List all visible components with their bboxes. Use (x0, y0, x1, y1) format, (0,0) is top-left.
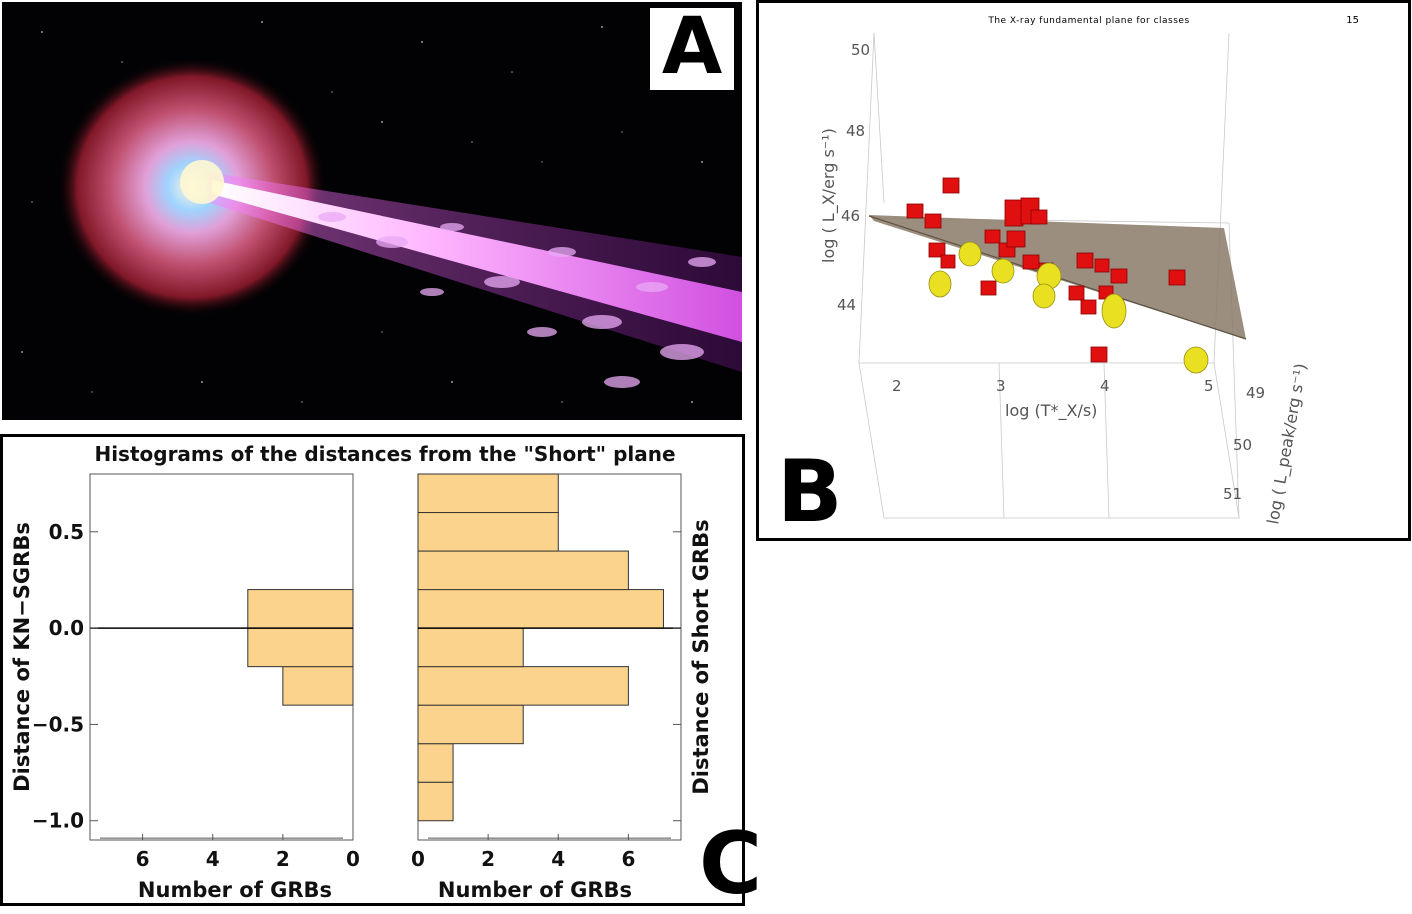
histogram-bar (417, 781, 454, 822)
panel-c-histograms: Histograms of the distances from the "Sh… (0, 434, 762, 907)
star-field (21, 21, 703, 403)
z-tick: 48 (846, 122, 865, 140)
grb-jet-illustration (2, 2, 742, 420)
x-tick-label: 2 (481, 847, 495, 871)
y-axis-ticks: 49 50 51 (1223, 384, 1265, 503)
x-axis-ticks: 6 4 2 0 0 2 4 6 (136, 834, 635, 871)
y-axis-ticks: 0.5 0.0 −0.5 −1.0 (32, 520, 681, 833)
running-header: The X-ray fundamental plane for classes (987, 16, 1189, 26)
y-tick-label: −1.0 (32, 809, 84, 833)
histogram-bar (417, 743, 454, 783)
x-tick-label: 2 (276, 847, 290, 871)
panel-label-a: A (650, 8, 734, 90)
x-axis-label: log (T*_X/s) (1005, 401, 1097, 421)
panel-label-c: C (699, 814, 763, 914)
chart-title: Histograms of the distances from the "Sh… (94, 442, 675, 466)
z-tick: 50 (851, 41, 870, 59)
z-tick: 46 (841, 207, 860, 225)
histogram-bar (417, 627, 524, 668)
x-tick: 4 (1100, 377, 1110, 395)
x-tick: 2 (892, 377, 902, 395)
left-y-axis-label: Distance of KN−SGRBs (10, 522, 34, 792)
x-tick-label: 6 (136, 847, 150, 871)
z-tick: 44 (837, 296, 856, 314)
histogram-bar (417, 666, 629, 706)
x-tick-label: 0 (346, 847, 360, 871)
left-x-axis-label: Number of GRBs (138, 878, 332, 902)
y-tick-label: 0.0 (49, 616, 84, 640)
left-histogram-bars (90, 589, 354, 839)
page-number: 15 (1346, 15, 1359, 26)
histogram-bar (417, 589, 664, 629)
x-tick: 3 (996, 377, 1006, 395)
x-tick: 5 (1204, 377, 1214, 395)
y-tick: 50 (1233, 436, 1252, 454)
histogram-chart: Histograms of the distances from the "Sh… (10, 442, 713, 902)
histogram-bar (417, 512, 559, 552)
y-tick-label: −0.5 (32, 712, 84, 736)
histogram-bar (417, 473, 559, 514)
short-grb-points (906, 177, 1186, 363)
z-axis-label: log ( L_X/erg s⁻¹) (819, 128, 839, 263)
kn-sgrb-points (928, 241, 1209, 374)
histogram-bar (282, 666, 354, 706)
histogram-bar (417, 704, 524, 745)
plane-3d-plot: The X-ray fundamental plane for classes … (819, 15, 1359, 526)
right-x-axis-label: Number of GRBs (438, 878, 632, 902)
x-tick-label: 6 (621, 847, 635, 871)
x-tick-label: 4 (551, 847, 565, 871)
y-tick: 49 (1246, 384, 1265, 402)
jet-core (212, 180, 742, 342)
panel-label-b: B (777, 442, 843, 542)
panel-a-grb-illustration: A (2, 2, 742, 420)
y-tick-label: 0.5 (49, 520, 84, 544)
panel-b-fundamental-plane-3d: The X-ray fundamental plane for classes … (756, 0, 1411, 541)
histogram-bar (247, 627, 354, 668)
right-y-axis-label: Distance of Short GRBs (689, 519, 713, 794)
jet-debris (318, 212, 716, 388)
right-histogram-bars (417, 473, 681, 839)
x-tick-label: 4 (206, 847, 220, 871)
x-tick-label: 0 (411, 847, 425, 871)
histogram-bar (247, 589, 354, 629)
x-axis-ticks: 2 3 4 5 (892, 377, 1214, 395)
y-axis-label: log ( L_peak/erg s⁻¹) (1263, 362, 1311, 526)
histogram-bar (417, 550, 629, 591)
y-tick: 51 (1223, 485, 1242, 503)
burst-core (180, 160, 224, 204)
z-axis-ticks: 50 48 46 44 (837, 41, 870, 314)
